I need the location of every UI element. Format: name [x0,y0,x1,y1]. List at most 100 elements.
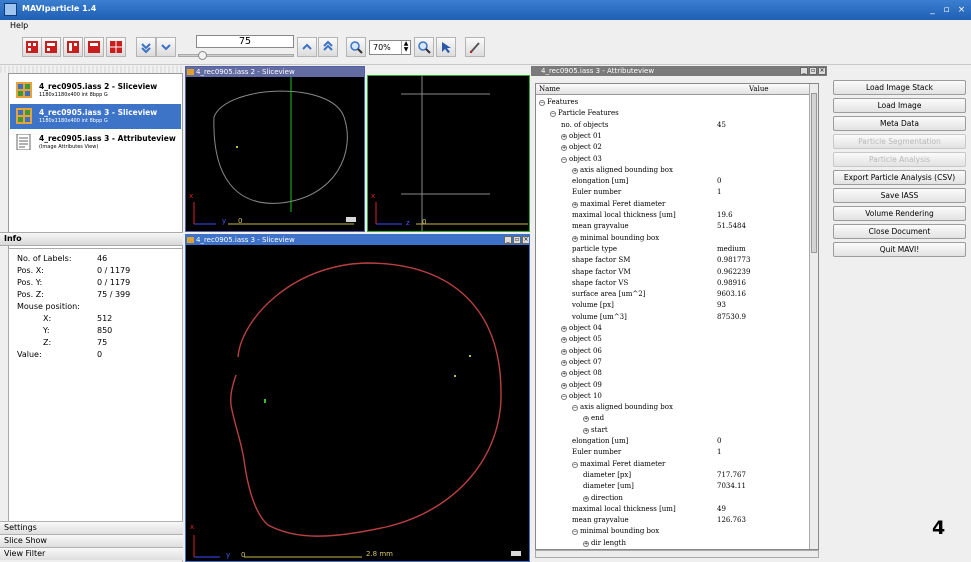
tree-row[interactable]: Euler number 1 [536,187,810,198]
document-item-sliceview-3[interactable]: 4_rec0905.iass 3 - Sliceview 1180x1180x4… [10,104,181,129]
tree-row[interactable]: shape factor SM 0.981773 [536,255,810,266]
vertical-scrollbar[interactable] [809,84,818,549]
restore-icon[interactable]: ▫ [513,236,521,244]
tree-row[interactable]: + object 01 [536,131,810,142]
layout-1-icon[interactable] [22,37,42,57]
volume-rendering-button[interactable]: Volume Rendering [833,206,966,221]
collapse-icon[interactable]: − [572,461,578,468]
tree-row[interactable]: + object 04 [536,323,810,334]
load-image-stack-button[interactable]: Load Image Stack [833,80,966,95]
slice-down2-icon[interactable] [156,37,176,57]
tree-row[interactable]: volume [px] 93 [536,300,810,311]
zoom-in-icon[interactable] [346,37,366,57]
tree-row[interactable]: + dir length [536,538,810,549]
tree-row[interactable]: − object 03 [536,154,810,165]
layout-2-icon[interactable] [41,37,61,57]
view-filter-section[interactable]: View Filter [0,547,183,560]
document-item-sliceview-2[interactable]: 4_rec0905.iass 2 - Sliceview 1180x1180x4… [10,78,181,103]
document-item-attributeview[interactable]: 4_rec0905.iass 3 - Attributeview (Image … [10,130,181,155]
tree-row[interactable]: + direction [536,493,810,504]
collapse-icon[interactable]: − [561,393,567,400]
expand-icon[interactable]: + [561,145,567,152]
attribute-tree[interactable]: Name Value − Features − Particle Features no… [535,83,819,550]
tree-row[interactable]: diameter [px] 717.767 [536,470,810,481]
sliceview-top-right[interactable]: z x 0 [367,75,530,232]
close-icon[interactable]: × [522,236,529,244]
tree-row[interactable]: − object 10 [536,391,810,402]
tree-row[interactable]: elongation [um] 0 [536,436,810,447]
layout-4-icon[interactable] [84,37,104,57]
slice-down-icon[interactable] [136,37,156,57]
tree-row[interactable]: maximal local thickness [um] 19.6 [536,210,810,221]
tree-row[interactable]: − axis aligned bounding box [536,402,810,413]
layout-5-icon[interactable] [106,37,126,57]
tree-row[interactable]: shape factor VM 0.962239 [536,267,810,278]
collapse-icon[interactable]: − [550,111,556,118]
expand-icon[interactable]: + [561,326,567,332]
expand-icon[interactable]: + [583,427,589,434]
expand-icon[interactable]: + [572,235,578,242]
tree-row[interactable]: elongation [um] 0 [536,176,810,187]
tree-row[interactable]: surface area [um^2] 9603.16 [536,289,810,300]
horizontal-scrollbar[interactable] [535,550,819,558]
tree-row[interactable]: − maximal Feret diameter [536,459,810,470]
minimize-icon[interactable]: _ [504,236,512,244]
menu-help[interactable]: Help [10,21,29,30]
tree-row[interactable]: mean grayvalue 126.763 [536,515,810,526]
collapse-icon[interactable]: − [572,405,578,412]
expand-icon[interactable]: + [561,359,567,366]
sliceview-bottom[interactable]: 4_rec0905.iass 3 - Sliceview _ ▫ × y x 0 2… [185,234,530,562]
close-icon[interactable]: × [957,5,966,15]
zoom-select[interactable]: 70% ▲ ▼ [369,40,411,55]
collapse-icon[interactable]: − [572,529,578,536]
column-value[interactable]: Value [749,85,769,93]
info-header[interactable]: Info [0,232,183,246]
minimize-icon[interactable]: _ [800,67,808,75]
collapse-icon[interactable]: − [539,100,545,106]
tree-row[interactable]: no. of objects 45 [536,120,810,131]
save-iass-button[interactable]: Save IASS [833,188,966,203]
tree-row[interactable]: particle type medium [536,244,810,255]
restore-icon[interactable]: ▫ [943,5,950,15]
tree-row[interactable]: + axis aligned bounding box [536,165,810,176]
export-particle-analysis-button[interactable]: Export Particle Analysis (CSV) [833,170,966,185]
slice-show-section[interactable]: Slice Show [0,534,183,547]
slice-slider[interactable] [178,51,294,60]
tree-row[interactable]: maximal local thickness [um] 49 [536,504,810,515]
zoom-out-icon[interactable] [414,37,434,57]
expand-icon[interactable]: + [572,167,578,174]
expand-icon[interactable]: + [561,337,567,344]
scrollbar-thumb[interactable] [811,93,817,253]
expand-icon[interactable]: + [583,495,589,502]
expand-icon[interactable]: + [583,416,589,423]
tree-row[interactable]: + object 06 [536,346,810,357]
slice-field[interactable]: 75 [196,35,294,48]
pointer-icon[interactable] [436,37,456,57]
tree-row[interactable]: + object 08 [536,368,810,379]
tree-row[interactable]: + object 07 [536,357,810,368]
tree-row[interactable]: Euler number 1 [536,447,810,458]
slice-slider-thumb[interactable] [198,51,207,60]
tree-row[interactable]: shape factor VS 0.98916 [536,278,810,289]
tree-row[interactable]: volume [um^3] 87530.9 [536,312,810,323]
sliceview-top-left[interactable]: 4_rec0905.iass 2 - Sliceview y x 0 [185,66,365,232]
restore-icon[interactable]: ▫ [809,67,817,75]
particle-analysis-button[interactable]: Particle Analysis [833,152,966,167]
slice-up-icon[interactable] [297,37,317,57]
expand-icon[interactable]: + [561,133,567,140]
tree-row[interactable]: + object 05 [536,334,810,345]
tree-row[interactable]: + end [536,413,810,424]
tree-row[interactable]: diameter [um] 7034.11 [536,481,810,492]
tree-row[interactable]: − Features [536,97,810,108]
expand-icon[interactable]: + [572,201,578,208]
collapse-icon[interactable]: − [561,156,567,163]
tree-row[interactable]: + object 02 [536,142,810,153]
layout-3-icon[interactable] [63,37,83,57]
meta-data-button[interactable]: Meta Data [833,116,966,131]
tree-row[interactable]: + start [536,425,810,436]
expand-icon[interactable]: + [561,382,567,389]
expand-icon[interactable]: + [583,540,589,547]
zoom-spin-icon[interactable]: ▲ ▼ [401,41,410,54]
expand-icon[interactable]: + [561,348,567,355]
load-image-button[interactable]: Load Image [833,98,966,113]
